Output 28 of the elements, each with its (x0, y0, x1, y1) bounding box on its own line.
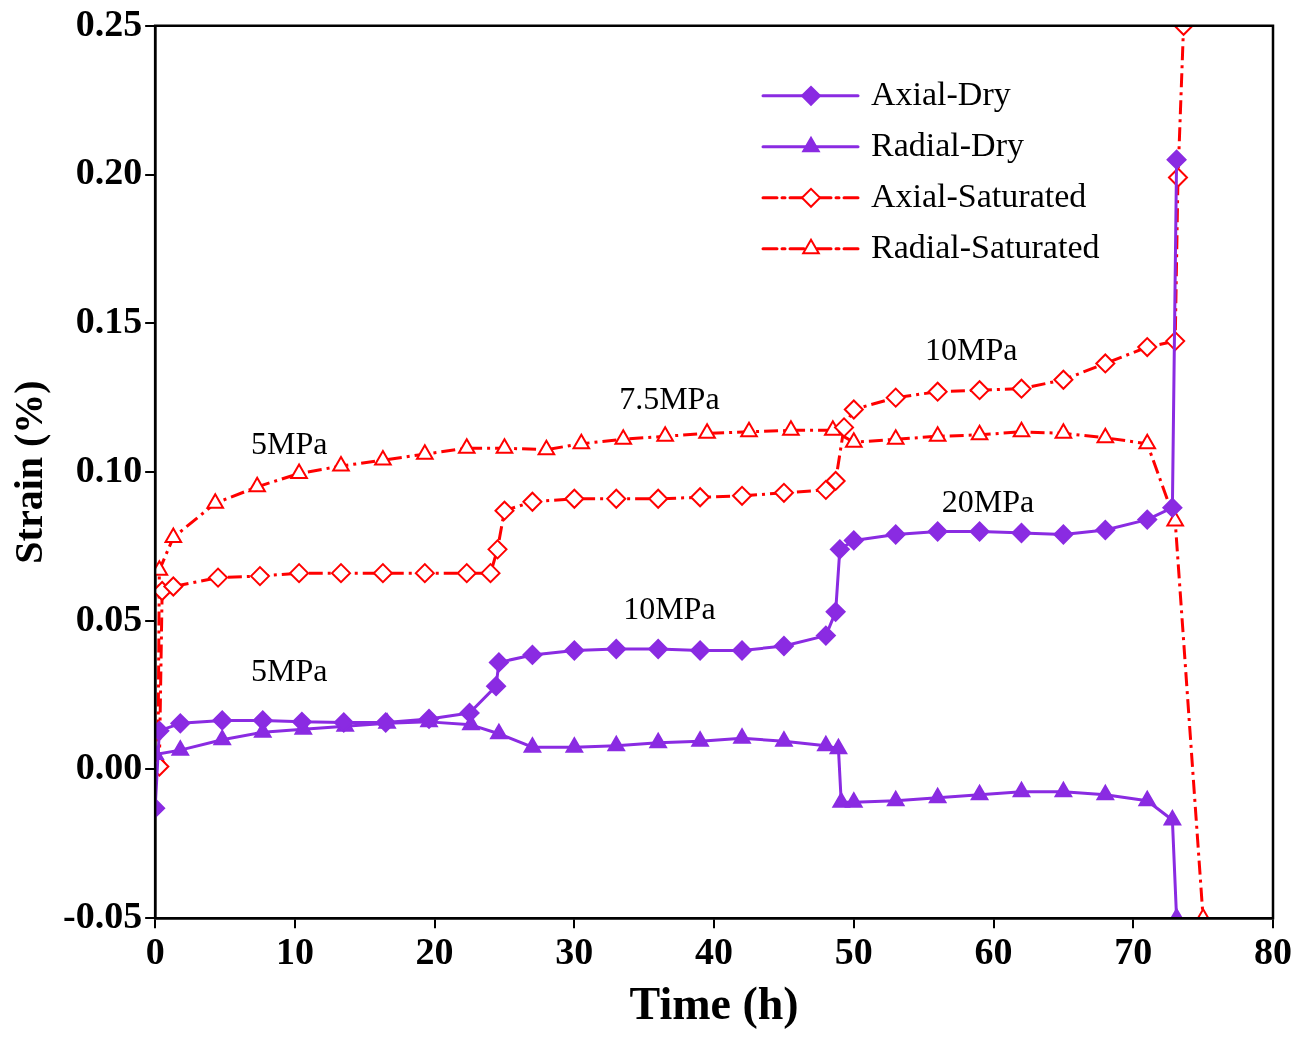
x-tick-label: 70 (1114, 929, 1153, 972)
legend-label: Radial-Dry (871, 125, 1024, 163)
legend-label: Axial-Saturated (871, 176, 1087, 214)
y-tick-label: 0.25 (75, 1, 143, 44)
x-tick-label: 0 (145, 929, 165, 972)
annotation: 10MPa (924, 330, 1018, 367)
annotation: 5MPa (251, 652, 328, 689)
legend-label: Radial-Saturated (871, 227, 1100, 265)
annotation: 10MPa (623, 589, 716, 626)
x-tick-label: 10 (275, 929, 314, 972)
y-tick-label: 0.05 (75, 596, 143, 639)
x-tick-label: 20 (415, 929, 454, 972)
x-tick-label: 60 (974, 929, 1013, 972)
y-tick-label: 0.10 (75, 447, 143, 490)
y-axis-title: Strain (%) (6, 380, 52, 564)
x-tick-label: 30 (555, 929, 594, 972)
x-tick-label: 50 (834, 929, 873, 972)
annotation: 7.5MPa (619, 380, 720, 417)
x-tick-label: 80 (1254, 929, 1292, 972)
x-tick-label: 40 (695, 929, 734, 972)
y-tick-label: 0.20 (75, 150, 143, 193)
legend-label: Axial-Dry (871, 74, 1011, 112)
annotation: 5MPa (251, 424, 328, 461)
annotation: 20MPa (941, 482, 1035, 519)
y-tick-label: -0.05 (63, 894, 143, 937)
y-tick-label: 0.15 (75, 299, 143, 342)
y-tick-label: 0.00 (75, 745, 143, 788)
x-axis-title: Time (h) (629, 978, 799, 1030)
